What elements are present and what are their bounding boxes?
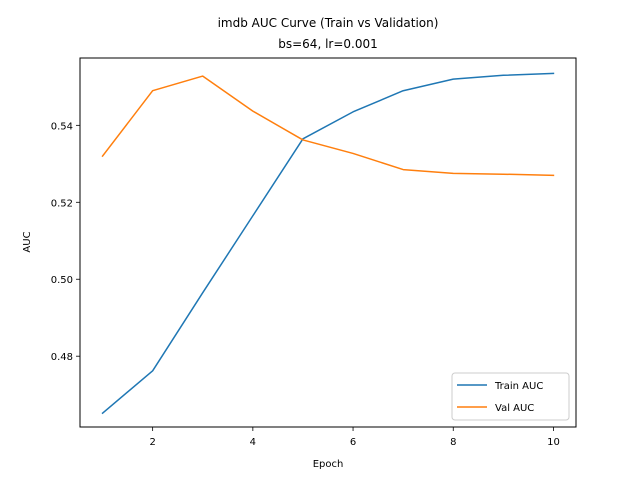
y-tick-label: 0.48 [51,352,73,363]
x-tick-label: 8 [450,437,456,448]
y-tick-label: 0.52 [51,198,73,209]
x-axis-label: Epoch [313,459,344,470]
x-tick-label: 6 [350,437,356,448]
y-axis-label: AUC [22,231,33,252]
plot-frame [79,57,577,428]
y-tick-label: 0.50 [51,275,73,286]
series-lines [101,72,555,415]
x-tick-label: 10 [547,437,560,448]
legend-label-val: Val AUC [495,403,534,414]
x-tick-label: 2 [149,437,155,448]
x-axis-ticks: 2 4 6 8 10 [149,427,560,448]
legend: Train AUC Val AUC [451,372,570,421]
series-line-train-auc [101,72,555,415]
y-tick-label: 0.54 [51,121,73,132]
x-tick-label: 4 [250,437,256,448]
legend-label-train: Train AUC [494,381,543,392]
series-line-val-auc [101,75,555,177]
chart-title: imdb AUC Curve (Train vs Validation) [218,16,439,30]
chart-subtitle: bs=64, lr=0.001 [278,37,378,51]
y-axis-ticks: 0.48 0.50 0.52 0.54 [51,121,80,363]
